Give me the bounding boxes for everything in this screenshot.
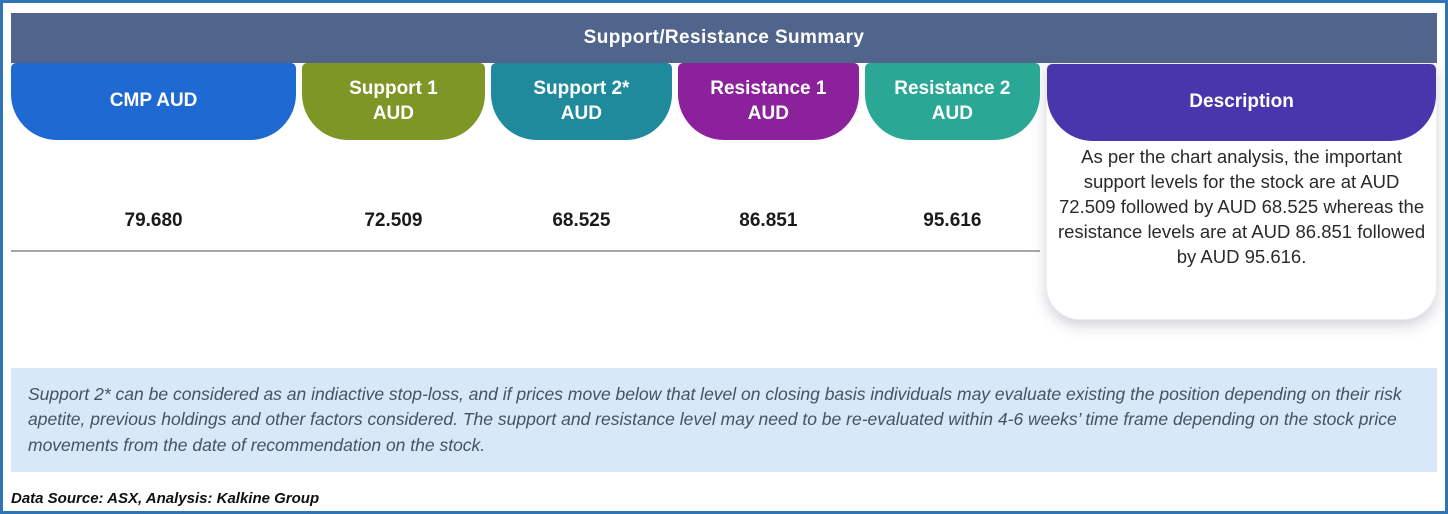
column-header-cmp: CMP AUD bbox=[11, 63, 297, 140]
column-header-label: Support 2* bbox=[533, 77, 630, 99]
column-header-label: AUD bbox=[560, 102, 602, 124]
column-header-label: CMP AUD bbox=[109, 90, 198, 112]
column-header-label: AUD bbox=[931, 102, 973, 124]
cell-support-2-value: 68.525 bbox=[552, 210, 611, 231]
cell-resistance-1-value: 86.851 bbox=[739, 210, 798, 231]
cell-support-1-value: 72.509 bbox=[364, 210, 423, 231]
column-header-description: Description bbox=[1047, 64, 1436, 141]
description-text: As per the chart analysis, the important… bbox=[1057, 146, 1426, 267]
data-source-credit: Data Source: ASX, Analysis: Kalkine Grou… bbox=[11, 490, 320, 508]
column-header-label: Support 1 bbox=[349, 77, 438, 99]
column-header-label: AUD bbox=[747, 102, 789, 124]
column-header-resistance-1: Resistance 1 AUD bbox=[678, 63, 859, 140]
column-header-label: Resistance 2 bbox=[894, 77, 1011, 99]
table-title-bar: Support/Resistance Summary bbox=[11, 13, 1437, 63]
column-header-support-1: Support 1 AUD bbox=[302, 63, 485, 140]
cell-cmp-value: 79.680 bbox=[124, 210, 183, 231]
cell-resistance-2-value: 95.616 bbox=[923, 210, 982, 231]
description-column: Description As per the chart analysis, t… bbox=[1046, 63, 1437, 352]
column-header-support-2: Support 2* AUD bbox=[490, 63, 673, 140]
description-card: Description As per the chart analysis, t… bbox=[1046, 63, 1437, 320]
table-title: Support/Resistance Summary bbox=[583, 27, 865, 48]
column-header-label: Resistance 1 bbox=[710, 77, 827, 99]
stop-loss-note: Support 2* can be considered as an india… bbox=[11, 368, 1437, 473]
summary-table: CMP AUD Support 1 AUD Support 2* AUD Res… bbox=[11, 63, 1437, 352]
column-header-resistance-2: Resistance 2 AUD bbox=[864, 63, 1041, 140]
row-separator-line bbox=[11, 250, 1041, 252]
column-header-label: Description bbox=[1189, 91, 1294, 113]
column-header-label: AUD bbox=[372, 102, 414, 124]
